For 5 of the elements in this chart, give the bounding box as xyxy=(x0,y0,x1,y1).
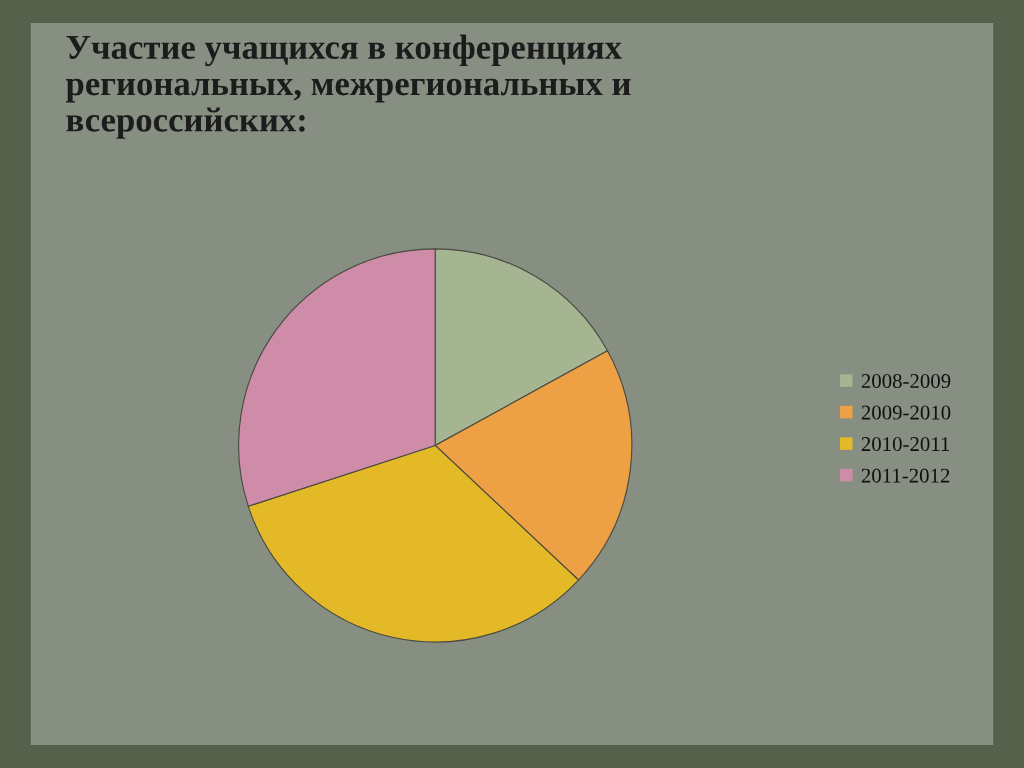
chart-title: Участие учащихся в конференциях региональных, межрегиональных и всероссийских: xyxy=(65,34,631,139)
legend-label: 2009-2010 xyxy=(861,405,951,420)
legend-label: 2010-2011 xyxy=(861,437,950,452)
legend-label: 2011-2012 xyxy=(861,468,950,483)
legend-label: 2008-2009 xyxy=(861,374,951,389)
